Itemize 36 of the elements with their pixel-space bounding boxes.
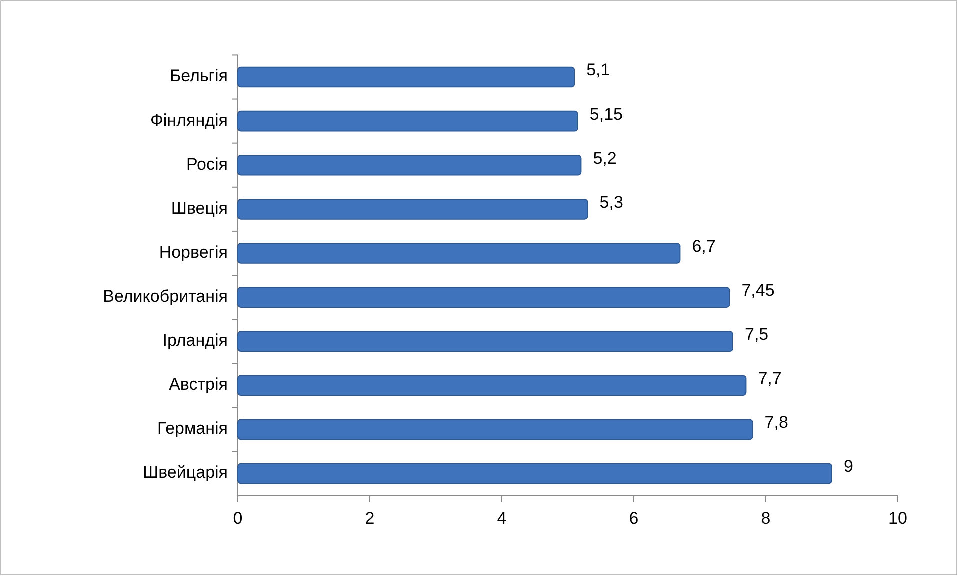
x-tick-label: 2 <box>365 509 375 528</box>
bar <box>238 243 681 264</box>
x-tick-label: 4 <box>497 509 507 528</box>
data-label: 5,3 <box>600 192 624 212</box>
data-label: 7,45 <box>742 281 775 300</box>
data-label: 7,5 <box>745 325 769 344</box>
x-tick-label: 6 <box>629 509 639 528</box>
y-tick-label: Швейцарія <box>143 463 228 482</box>
bar <box>238 199 588 220</box>
y-tick-label: Швеція <box>171 198 228 218</box>
y-tick-label: Австрія <box>169 375 228 394</box>
y-tick-label: Росія <box>186 154 228 174</box>
bar <box>238 331 734 352</box>
y-tick-label: Ірландія <box>162 331 228 350</box>
data-label: 9 <box>844 457 854 476</box>
y-tick-label: Германія <box>158 419 228 438</box>
bar <box>238 110 578 132</box>
y-tick-label: Фінляндія <box>150 110 228 130</box>
bar <box>238 419 754 440</box>
data-label: 7,8 <box>764 413 788 432</box>
x-tick-label: 0 <box>233 509 243 528</box>
x-tick-label: 8 <box>761 509 771 528</box>
bar <box>238 463 832 484</box>
y-tick-label: Норвегія <box>159 242 228 262</box>
y-tick-label: Великобританія <box>103 287 228 306</box>
data-label: 5,2 <box>593 148 617 168</box>
data-label: 5,1 <box>586 60 610 80</box>
data-label: 6,7 <box>692 236 716 256</box>
y-tick-label: Бельгія <box>170 66 228 86</box>
bar <box>238 287 730 308</box>
data-label: 5,15 <box>590 104 623 124</box>
data-label: 7,7 <box>758 369 782 388</box>
bar <box>238 154 582 176</box>
bar <box>238 375 747 396</box>
bar <box>238 66 576 88</box>
x-tick-label: 10 <box>888 509 908 528</box>
